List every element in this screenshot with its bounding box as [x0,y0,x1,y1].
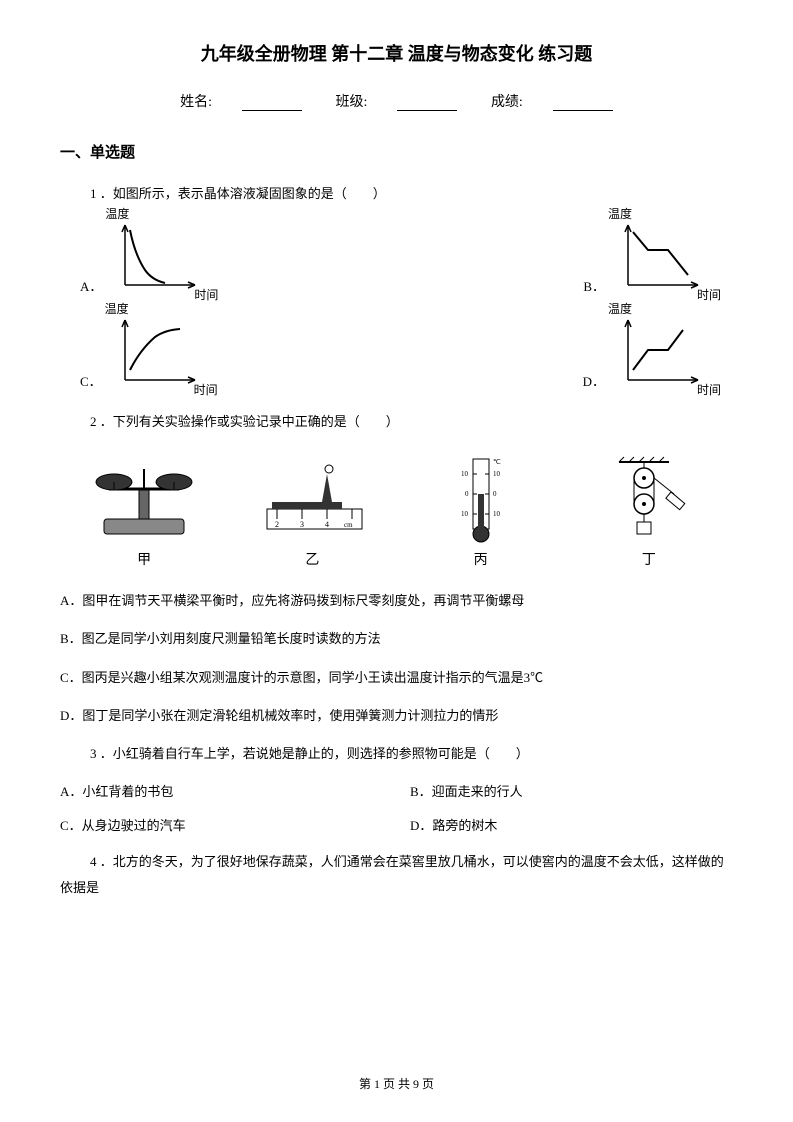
question-3-text: 3 ．小红骑着自行车上学，若说她是静止的，则选择的参照物可能是（ ） [90,742,733,765]
q2-option-a: A．图甲在调节天平横梁平衡时，应先将游码拨到标尺零刻度处，再调节平衡螺母 [60,589,733,612]
axis-y-b: 温度 [608,205,632,222]
axis-x-d: 时间 [697,381,721,398]
score-blank [553,97,613,111]
graph-c: 温度 时间 [110,315,210,395]
balance-icon [84,454,204,544]
q2-option-c: C．图丙是兴趣小组某次观测温度计的示意图，同学小王读出温度计指示的气温是3℃ [60,666,733,689]
graph-d: 温度 时间 [613,315,713,395]
svg-text:0: 0 [465,490,469,498]
svg-text:10: 10 [493,510,501,518]
svg-text:10: 10 [493,470,501,478]
axis-y-d: 温度 [608,300,632,317]
q2-experiments: 甲 2 3 4 cm 乙 [60,454,733,569]
q1-option-d: D． 温度 时间 [583,315,713,395]
class-blank [397,97,457,111]
q3-option-d: D．路旁的树木 [410,815,733,834]
option-label-b: B． [583,276,605,300]
axis-y-a: 温度 [105,205,129,222]
q2-option-b: B．图乙是同学小刘用刻度尺测量铅笔长度时读数的方法 [60,627,733,650]
q2-option-d: D．图丁是同学小张在测定滑轮组机械效率时，使用弹簧测力计测拉力的情形 [60,704,733,727]
ruler-icon: 2 3 4 cm [252,454,372,544]
graph-b: 温度 时间 [613,220,713,300]
score-label: 成绩: [491,95,523,110]
q1-graphs-row2: C． 温度 时间 D． 温度 时间 [60,315,733,395]
page-title: 九年级全册物理 第十二章 温度与物态变化 练习题 [60,40,733,66]
question-1-text: 1 ．如图所示，表示晶体溶液凝固图象的是（ ） [90,182,733,205]
svg-text:0: 0 [493,490,497,498]
exp-label-a: 甲 [84,549,204,569]
graph-a: 温度 时间 [110,220,210,300]
q1-option-b: B． 温度 时间 [583,220,713,300]
axis-x-c: 时间 [194,381,218,398]
option-label-d: D． [583,371,605,395]
exp-label-b: 乙 [252,549,372,569]
pulley-icon [589,454,709,544]
option-label-a: A． [80,276,102,300]
name-blank [242,97,302,111]
student-info-line: 姓名: 班级: 成绩: [60,91,733,111]
thermometer-icon: ℃ 10 0 10 10 0 10 [421,454,541,544]
exp-label-d: 丁 [589,549,709,569]
q1-option-c: C． 温度 时间 [80,315,210,395]
option-label-c: C． [80,371,102,395]
q1-graphs-row1: A． 温度 时间 B． 温度 时间 [60,220,733,300]
svg-text:10: 10 [461,470,469,478]
section-header: 一、单选题 [60,141,733,162]
svg-text:4: 4 [325,520,329,529]
page-footer: 第 1 页 共 9 页 [0,1075,793,1092]
question-4-text: 4 ．北方的冬天，为了很好地保存蔬菜，人们通常会在菜窖里放几桶水，可以使窖内的温… [60,849,733,901]
q3-option-c: C．从身边驶过的汽车 [60,815,383,834]
question-2-text: 2 ．下列有关实验操作或实验记录中正确的是（ ） [90,410,733,433]
svg-text:10: 10 [461,510,469,518]
exp-pulley: 丁 [589,454,709,569]
svg-text:3: 3 [300,520,304,529]
q3-row1: A．小红背着的书包 B．迎面走来的行人 [60,781,733,800]
q1-option-a: A． 温度 时间 [80,220,210,300]
name-label: 姓名: [180,95,212,110]
q3-option-a: A．小红背着的书包 [60,781,383,800]
exp-label-c: 丙 [421,549,541,569]
exp-balance: 甲 [84,454,204,569]
axis-x-b: 时间 [697,286,721,303]
exp-thermometer: ℃ 10 0 10 10 0 10 丙 [421,454,541,569]
q3-row2: C．从身边驶过的汽车 D．路旁的树木 [60,815,733,834]
svg-text:2: 2 [275,520,279,529]
axis-x-a: 时间 [194,286,218,303]
svg-text:℃: ℃ [493,458,501,466]
exp-ruler: 2 3 4 cm 乙 [252,454,372,569]
axis-y-c: 温度 [105,300,129,317]
class-label: 班级: [336,95,368,110]
q3-option-b: B．迎面走来的行人 [410,781,733,800]
svg-text:cm: cm [344,521,353,529]
